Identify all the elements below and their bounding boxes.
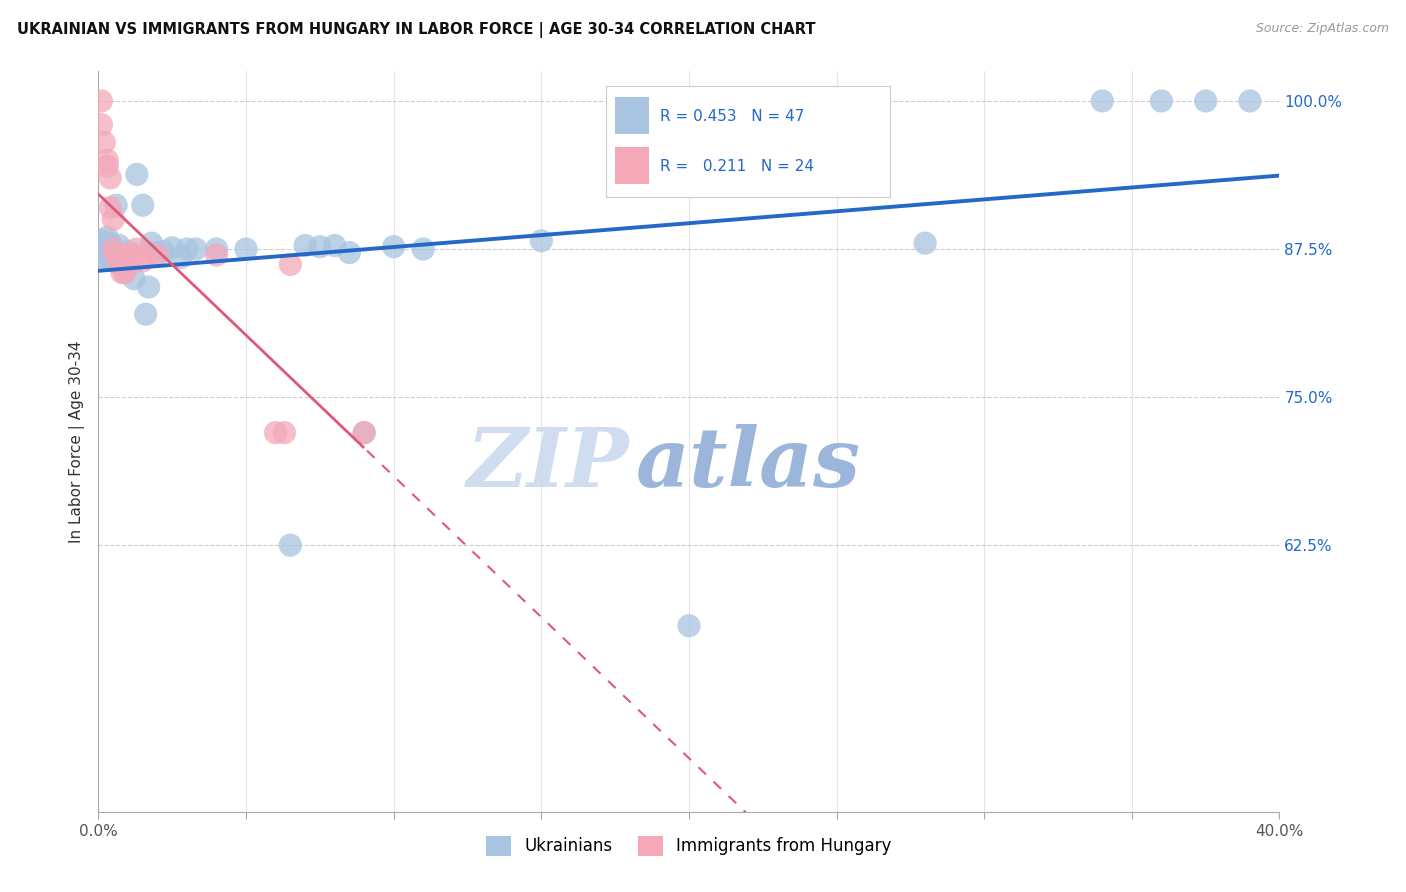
Point <box>141 236 163 251</box>
Point <box>353 425 375 440</box>
Point <box>353 425 375 440</box>
Point <box>143 245 166 260</box>
Point <box>117 244 139 259</box>
Point <box>235 242 257 256</box>
Point <box>135 250 157 264</box>
Point <box>103 253 125 268</box>
Point <box>98 201 121 215</box>
Point <box>93 136 115 150</box>
Point <box>205 248 228 262</box>
Text: atlas: atlas <box>636 424 860 504</box>
Point <box>138 280 160 294</box>
Point <box>98 242 121 256</box>
Legend: Ukrainians, Immigrants from Hungary: Ukrainians, Immigrants from Hungary <box>479 829 898 863</box>
Point <box>125 168 148 182</box>
Point <box>170 250 193 264</box>
Point <box>117 248 139 262</box>
Point <box>132 198 155 212</box>
Point <box>103 212 125 227</box>
Point <box>382 240 405 254</box>
Point <box>93 250 115 264</box>
Point <box>93 242 115 256</box>
Y-axis label: In Labor Force | Age 30-34: In Labor Force | Age 30-34 <box>69 340 84 543</box>
Point <box>122 271 145 285</box>
Point <box>339 245 361 260</box>
Point <box>111 257 134 271</box>
Point <box>114 266 136 280</box>
Point <box>96 230 118 244</box>
Point <box>122 248 145 262</box>
Point <box>1239 94 1261 108</box>
Point <box>111 266 134 280</box>
Point <box>108 238 131 252</box>
Point <box>152 244 174 259</box>
Point <box>105 248 128 262</box>
Point <box>105 198 128 212</box>
Point <box>162 241 183 255</box>
Point <box>96 153 118 168</box>
Point <box>132 253 155 268</box>
Point <box>125 242 148 256</box>
Point <box>280 257 302 271</box>
Point <box>98 236 121 251</box>
Point <box>1195 94 1218 108</box>
Point <box>96 244 118 259</box>
Point <box>184 242 207 256</box>
Point <box>309 240 332 254</box>
Point <box>96 252 118 267</box>
Point <box>678 619 700 633</box>
Point <box>135 307 157 321</box>
Point <box>108 257 131 271</box>
Point <box>103 242 125 256</box>
Point <box>530 234 553 248</box>
Point <box>1150 94 1173 108</box>
Point <box>176 242 198 256</box>
Point <box>264 425 287 440</box>
Point <box>114 264 136 278</box>
Point <box>1091 94 1114 108</box>
Point <box>103 242 125 256</box>
Point <box>323 238 346 252</box>
Point <box>294 238 316 252</box>
Point <box>146 248 169 262</box>
Point <box>96 159 118 173</box>
Point <box>90 241 112 255</box>
Point <box>90 234 112 248</box>
Point <box>205 242 228 256</box>
Point <box>98 248 121 262</box>
Point <box>96 238 118 252</box>
Point <box>412 242 434 256</box>
Point <box>90 94 112 108</box>
Text: UKRAINIAN VS IMMIGRANTS FROM HUNGARY IN LABOR FORCE | AGE 30-34 CORRELATION CHAR: UKRAINIAN VS IMMIGRANTS FROM HUNGARY IN … <box>17 22 815 38</box>
Point <box>280 538 302 552</box>
Point <box>90 118 112 132</box>
Text: ZIP: ZIP <box>467 424 630 504</box>
Point <box>273 425 295 440</box>
Point <box>914 236 936 251</box>
Point <box>98 171 121 186</box>
Text: Source: ZipAtlas.com: Source: ZipAtlas.com <box>1256 22 1389 36</box>
